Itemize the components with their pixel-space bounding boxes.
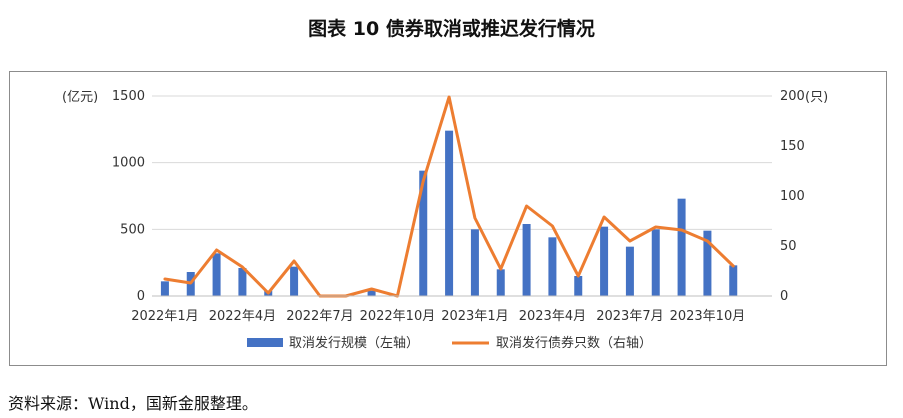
x-tick-label: 2023年4月 bbox=[519, 309, 586, 324]
legend-line-label: 取消发行债券只数（右轴） bbox=[496, 335, 652, 351]
source-note: 资料来源：Wind，国新金服整理。 bbox=[8, 394, 258, 413]
chart-title: 图表 10 债券取消或推迟发行情况 bbox=[308, 18, 595, 40]
bar bbox=[703, 230, 712, 296]
right-axis-unit: (只) bbox=[805, 90, 828, 105]
bar-series bbox=[160, 130, 738, 296]
right-tick-label: 150 bbox=[780, 139, 805, 154]
bar bbox=[729, 265, 738, 296]
bar bbox=[600, 226, 609, 296]
bar bbox=[677, 198, 686, 296]
right-tick-label: 100 bbox=[780, 189, 805, 204]
left-axis-unit: (亿元) bbox=[62, 90, 98, 105]
right-tick-label: 200 bbox=[780, 89, 805, 104]
legend-bar-label: 取消发行规模（左轴） bbox=[289, 335, 419, 351]
legend: 取消发行规模（左轴） 取消发行债券只数（右轴） bbox=[247, 335, 652, 351]
bar bbox=[290, 266, 299, 296]
x-tick-label: 2023年1月 bbox=[441, 309, 508, 324]
bar bbox=[367, 290, 376, 296]
count-line bbox=[163, 95, 735, 298]
left-tick-label: 1000 bbox=[112, 156, 145, 171]
bar bbox=[470, 229, 479, 296]
bar bbox=[212, 253, 221, 296]
line-series bbox=[163, 95, 735, 298]
bar bbox=[548, 237, 557, 296]
left-tick-label: 1500 bbox=[112, 89, 145, 104]
legend-bar-swatch bbox=[247, 338, 283, 347]
right-tick-label: 0 bbox=[780, 289, 788, 304]
bar bbox=[445, 130, 454, 296]
x-tick-label: 2022年4月 bbox=[209, 309, 276, 324]
bar bbox=[574, 276, 583, 296]
bar bbox=[651, 229, 660, 296]
axes: 0 500 1000 1500 0 50 100 150 200 2022年1月 2022年4月 20… bbox=[112, 89, 805, 324]
bar bbox=[160, 281, 169, 296]
left-tick-label: 0 bbox=[137, 289, 145, 304]
bar bbox=[522, 224, 531, 296]
bar bbox=[496, 269, 505, 296]
x-tick-label: 2022年10月 bbox=[360, 309, 436, 324]
x-tick-label: 2023年7月 bbox=[596, 309, 663, 324]
chart-frame bbox=[9, 71, 887, 366]
left-tick-label: 500 bbox=[120, 222, 145, 237]
x-tick-label: 2022年1月 bbox=[131, 309, 198, 324]
bar bbox=[238, 268, 247, 296]
bar bbox=[625, 246, 634, 296]
x-tick-label: 2023年10月 bbox=[670, 309, 746, 324]
right-tick-label: 50 bbox=[780, 239, 797, 254]
x-tick-label: 2022年7月 bbox=[286, 309, 353, 324]
bar bbox=[419, 170, 428, 296]
